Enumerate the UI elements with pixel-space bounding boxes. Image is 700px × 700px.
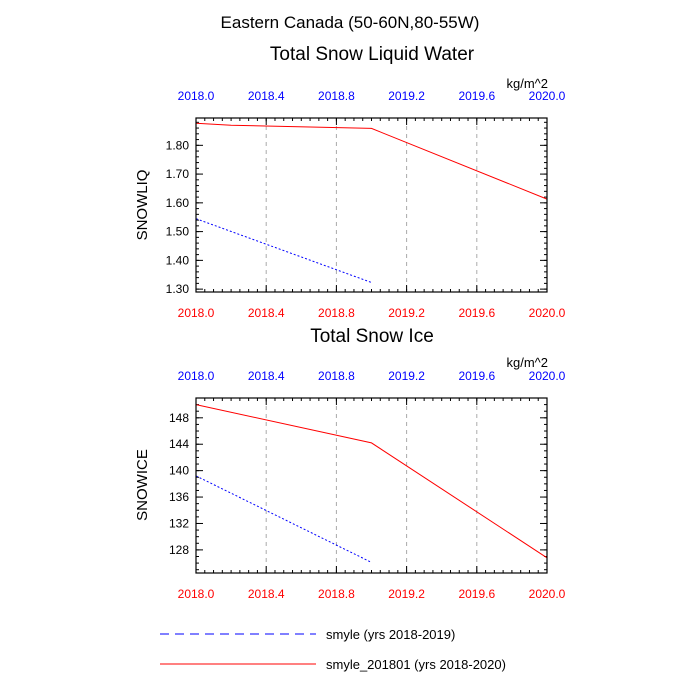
- snowliq-x-tick-label: 2018.4: [248, 306, 285, 320]
- snowice-chart-title: Total Snow Ice: [310, 326, 434, 347]
- snowliq-y-tick-label: 1.40: [166, 253, 190, 267]
- snowice-x-tick-label: 2020.0: [529, 587, 566, 601]
- snowliq-x-top-tick-label: 2019.2: [388, 89, 425, 103]
- snowice-y-tick-label: 140: [169, 464, 189, 478]
- snowliq-y-axis-label: SNOWLIQ: [134, 170, 151, 241]
- snowliq-y-tick-label: 1.70: [166, 167, 190, 181]
- snowice-units-label: kg/m^2: [506, 355, 548, 370]
- snowice-x-top-tick-label: 2018.4: [248, 369, 285, 383]
- snowliq-series-smyle: [195, 218, 372, 283]
- snowice-x-top-tick-label: 2018.8: [318, 369, 355, 383]
- snowice-x-top-tick-label: 2020.0: [529, 369, 566, 383]
- snowliq-units-label: kg/m^2: [506, 76, 548, 91]
- snowice-panel: Total Snow Ice kg/m^2 SNOWICE 2018.02018…: [134, 326, 566, 601]
- snowliq-x-top-tick-label: 2019.6: [458, 89, 495, 103]
- snowliq-chart-title: Total Snow Liquid Water: [270, 44, 475, 65]
- snowliq-x-tick-label: 2019.6: [458, 306, 495, 320]
- snowice-x-tick-label: 2018.0: [178, 587, 215, 601]
- legend-label-smyle-201801: smyle_201801 (yrs 2018-2020): [326, 657, 506, 672]
- snowice-x-tick-label: 2018.8: [318, 587, 355, 601]
- snowliq-y-tick-label: 1.50: [166, 225, 190, 239]
- snowliq-x-top-tick-label: 2018.0: [178, 89, 215, 103]
- snowliq-x-tick-label: 2019.2: [388, 306, 425, 320]
- snowliq-plot-area: 2018.0 2018.0 2018.4 2018.4 2018.8 2018.8 2019…: [166, 89, 566, 320]
- snowice-y-tick-label: 148: [169, 411, 189, 425]
- snowice-plot-frame: [195, 397, 548, 574]
- snowliq-x-top-tick-label: 2018.8: [318, 89, 355, 103]
- snowliq-x-tick-label: 2018.0: [178, 306, 215, 320]
- snowice-series-smyle-201801: [195, 404, 548, 559]
- snowliq-x-top-tick-label: 2020.0: [529, 89, 566, 103]
- snowliq-x-tick-label: 2020.0: [529, 306, 566, 320]
- snowliq-series-smyle-201801: [195, 122, 548, 200]
- snowice-x-top-tick-label: 2018.0: [178, 369, 215, 383]
- legend: smyle (yrs 2018-2019) smyle_201801 (yrs …: [160, 627, 506, 672]
- snowice-y-tick-label: 144: [169, 437, 189, 451]
- legend-label-smyle: smyle (yrs 2018-2019): [326, 627, 455, 642]
- snowice-x-top-tick-label: 2019.6: [458, 369, 495, 383]
- snowice-x-tick-label: 2019.6: [458, 587, 495, 601]
- snowice-x-tick-label: 2019.2: [388, 587, 425, 601]
- snowice-series-smyle: [195, 475, 372, 563]
- snowliq-y-tick-label: 1.80: [166, 138, 190, 152]
- snowliq-y-tick-label: 1.30: [166, 282, 190, 296]
- snowice-y-tick-label: 136: [169, 490, 189, 504]
- snowliq-plot-frame: [195, 117, 548, 293]
- snowice-y-tick-label: 132: [169, 516, 189, 530]
- snowliq-panel: Total Snow Liquid Water kg/m^2 SNOWLIQ 2…: [134, 44, 566, 320]
- snowice-plot-area: 2018.0 2018.0 2018.4 2018.4 2018.8 2018.8 2019…: [169, 369, 566, 601]
- snowice-y-axis-label: SNOWICE: [134, 449, 151, 521]
- snowice-x-tick-label: 2018.4: [248, 587, 285, 601]
- snowliq-y-tick-label: 1.60: [166, 196, 190, 210]
- snowice-x-top-tick-label: 2019.2: [388, 369, 425, 383]
- snowliq-x-tick-label: 2018.8: [318, 306, 355, 320]
- figure-suptitle: Eastern Canada (50-60N,80-55W): [221, 13, 480, 32]
- snowliq-x-top-tick-label: 2018.4: [248, 89, 285, 103]
- snowice-y-tick-label: 128: [169, 543, 189, 557]
